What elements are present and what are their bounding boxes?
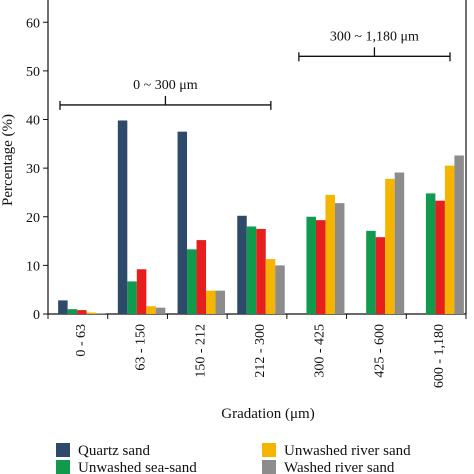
bar [127, 281, 137, 314]
bar [315, 220, 326, 314]
bar [454, 155, 464, 314]
y-tick-label: 30 [26, 162, 40, 177]
y-tick-label: 60 [26, 16, 40, 31]
bar [246, 226, 257, 314]
bar [265, 259, 276, 314]
legend-label: Unwashed sea-sand [78, 460, 197, 474]
y-tick-label: 10 [26, 259, 40, 274]
bar [77, 310, 87, 314]
range-annotations: 0 ~ 300 μm 300 ~ 1,180 μm [59, 29, 451, 110]
x-tick-label: 0 - 63 [74, 324, 89, 357]
x-tick-label: 212 - 300 [253, 324, 268, 378]
bars [58, 120, 464, 315]
bar [136, 269, 147, 314]
bar [58, 300, 68, 314]
bar [385, 178, 395, 314]
x-tick-label: 600 - 1,180 [432, 324, 447, 388]
bar [187, 249, 197, 314]
y-tick-label: 0 [33, 308, 40, 323]
bar [275, 265, 285, 315]
legend-swatch [56, 443, 70, 457]
bar [334, 203, 345, 314]
bracket-label: 0 ~ 300 μm [133, 78, 198, 93]
bar [206, 290, 216, 314]
x-tick-label: 300 - 425 [313, 324, 328, 378]
bar [177, 131, 188, 314]
bar [375, 237, 386, 314]
bar [366, 230, 376, 314]
legend-swatch [262, 460, 276, 474]
y-tick-label: 40 [26, 114, 40, 129]
bar [146, 306, 156, 314]
bar [86, 312, 97, 314]
bar [444, 165, 455, 314]
y-tick-label: 20 [26, 211, 40, 226]
bar [237, 215, 247, 314]
bar [394, 172, 405, 314]
x-tick-label: 63 - 150 [134, 324, 149, 371]
bar [256, 228, 266, 314]
bar [155, 307, 166, 314]
bracket-label: 300 ~ 1,180 μm [330, 29, 419, 44]
bar [435, 200, 445, 314]
bar [325, 194, 335, 314]
legend-label: Unwashed river sand [284, 443, 411, 459]
legend-label: Quartz sand [78, 443, 151, 459]
x-tick-label: 425 - 600 [372, 324, 387, 378]
bar [117, 120, 128, 314]
legend-label: Washed river sand [284, 460, 395, 474]
bar [196, 240, 207, 314]
x-tick-label: 150 - 212 [193, 324, 208, 378]
bar [306, 216, 316, 314]
y-tick-label: 50 [26, 65, 40, 80]
legend-swatch [56, 460, 70, 474]
legend-swatch [262, 443, 276, 457]
bar [425, 193, 436, 314]
y-axis-title: Percentage (%) [0, 114, 16, 206]
bar [67, 309, 78, 314]
bar [215, 290, 226, 314]
x-axis-title: Gradation (μm) [221, 406, 314, 422]
legend: Quartz sand Unwashed river sand Unwashed s… [56, 443, 411, 474]
